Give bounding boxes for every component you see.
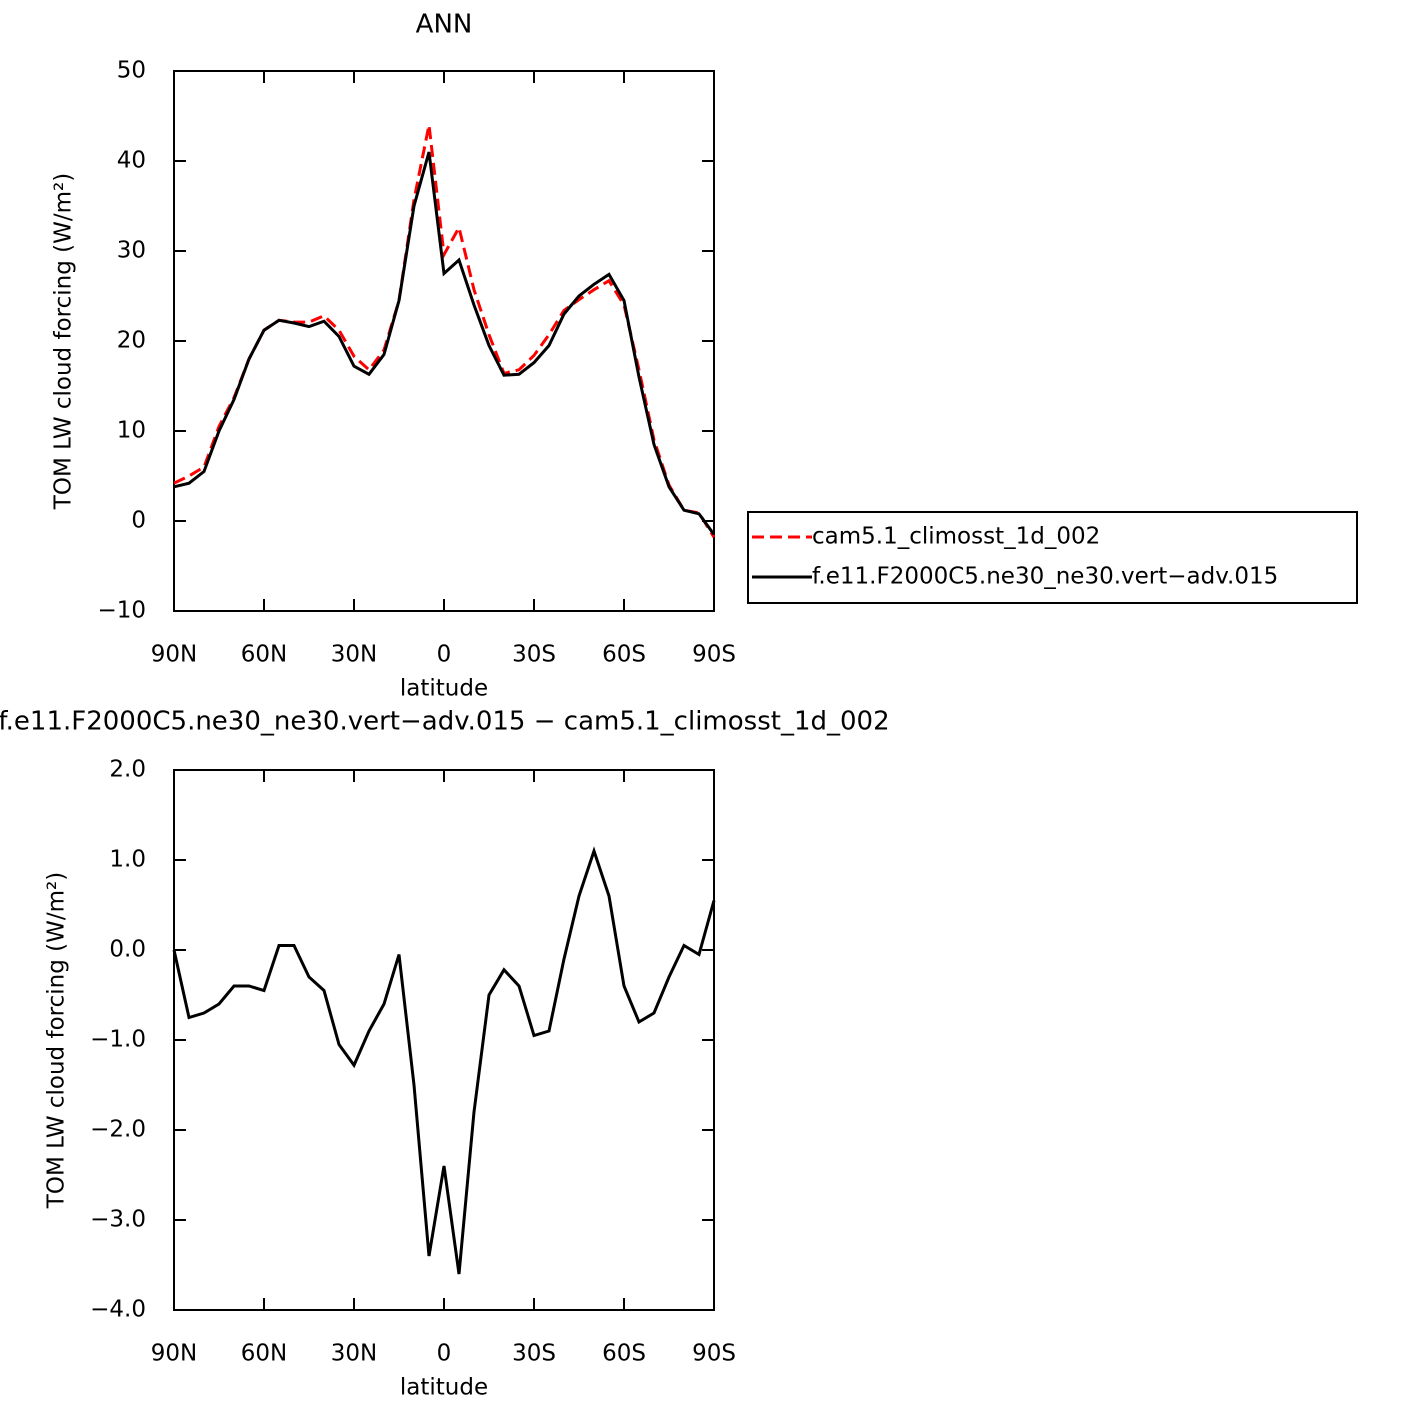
y-tick-label: −2.0 (90, 1117, 146, 1143)
x-tick-label: 30N (331, 1341, 377, 1367)
y-tick-label: 30 (117, 238, 146, 264)
x-tick-label: 90S (692, 642, 736, 668)
x-tick-label: 60N (241, 642, 287, 668)
plot-frame (173, 769, 715, 1311)
data-line (172, 846, 716, 1275)
y-tick-label: 1.0 (109, 847, 146, 873)
plot-frame (173, 70, 715, 612)
x-tick-label: 90N (151, 1341, 197, 1367)
y-tick-label: 20 (117, 328, 146, 354)
x-tick-label: 90S (692, 1341, 736, 1367)
x-tick-label: 30S (512, 642, 556, 668)
x-tick-label: 90N (151, 642, 197, 668)
chart-title: ANN (416, 10, 473, 40)
x-tick-label: 60N (241, 1341, 287, 1367)
chart-title: f.e11.F2000C5.ne30_ne30.vert−adv.015 − c… (0, 707, 890, 737)
y-tick-label: −4.0 (90, 1297, 146, 1323)
y-tick-label: −3.0 (90, 1207, 146, 1233)
x-tick-label: 0 (437, 642, 452, 668)
legend-box (747, 511, 1358, 604)
x-tick-label: 30S (512, 1341, 556, 1367)
y-tick-label: 0.0 (109, 937, 146, 963)
y-tick-label: 50 (117, 58, 146, 84)
y-axis-label: TOM LW cloud forcing (W/m²) (51, 173, 77, 510)
x-tick-label: 0 (437, 1341, 452, 1367)
data-line (173, 124, 716, 538)
x-tick-label: 30N (331, 642, 377, 668)
x-axis-label: latitude (400, 1375, 488, 1401)
x-tick-label: 60S (602, 642, 646, 668)
y-axis-label: TOM LW cloud forcing (W/m²) (44, 872, 70, 1209)
y-tick-label: 2.0 (109, 757, 146, 783)
y-tick-label: 40 (117, 148, 146, 174)
y-tick-label: −1.0 (90, 1027, 146, 1053)
data-line (173, 151, 716, 536)
legend-label: cam5.1_climosst_1d_002 (812, 524, 1100, 550)
legend-label: f.e11.F2000C5.ne30_ne30.vert−adv.015 (812, 564, 1278, 590)
y-tick-label: 10 (117, 418, 146, 444)
x-axis-label: latitude (400, 676, 488, 702)
y-tick-label: 0 (131, 508, 146, 534)
x-tick-label: 60S (602, 1341, 646, 1367)
y-tick-label: −10 (97, 598, 146, 624)
